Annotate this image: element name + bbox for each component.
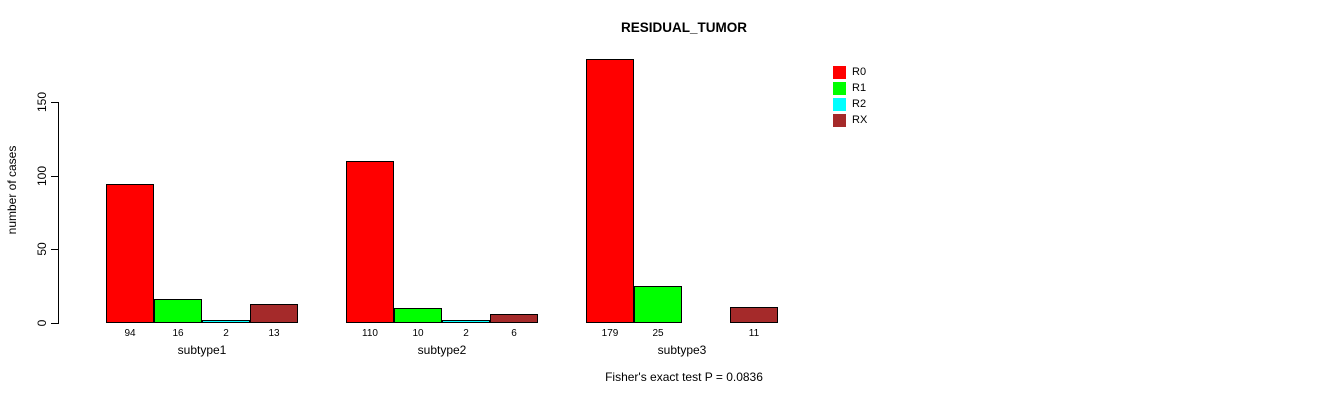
legend-swatch-r2 bbox=[833, 98, 846, 111]
category-label-subtype2: subtype2 bbox=[417, 343, 467, 357]
bar-value-label: 2 bbox=[463, 328, 469, 339]
bar-value-label: 94 bbox=[124, 328, 136, 339]
legend-item-rx: RX bbox=[833, 114, 867, 127]
bar-r0-subtype3 bbox=[586, 59, 634, 323]
bar-r1-subtype3 bbox=[634, 286, 682, 323]
statistical-test-annotation: Fisher's exact test P = 0.0836 bbox=[605, 370, 763, 384]
y-axis-tick-label: 50 bbox=[35, 242, 49, 256]
bar-r2-subtype1 bbox=[202, 320, 250, 323]
bar-value-label: 6 bbox=[511, 328, 517, 339]
y-axis-tick bbox=[51, 249, 58, 251]
bar-r0-subtype1 bbox=[106, 184, 154, 323]
bar-value-label: 11 bbox=[748, 328, 760, 339]
y-axis-tick bbox=[51, 323, 58, 324]
y-axis-tick-label: 0 bbox=[35, 319, 49, 327]
bar-value-label: 10 bbox=[412, 328, 424, 339]
y-axis-tick-label: 100 bbox=[35, 165, 49, 186]
bar-value-label: 2 bbox=[223, 328, 229, 339]
bar-rx-subtype3 bbox=[730, 307, 778, 323]
bar-r2-subtype2 bbox=[442, 320, 490, 323]
bar-rx-subtype1 bbox=[250, 304, 298, 323]
legend-swatch-rx bbox=[833, 114, 846, 127]
y-axis-tick bbox=[51, 101, 58, 103]
legend-item-r1: R1 bbox=[833, 82, 867, 95]
bar-value-label: 179 bbox=[601, 328, 619, 339]
legend: R0 R1 R2 RX bbox=[833, 66, 867, 130]
bar-r0-subtype2 bbox=[346, 161, 394, 323]
legend-item-r2: R2 bbox=[833, 98, 867, 111]
legend-item-r0: R0 bbox=[833, 66, 867, 79]
category-label-subtype1: subtype1 bbox=[177, 343, 227, 357]
bar-value-label: 13 bbox=[268, 328, 280, 339]
bar-value-label: 110 bbox=[362, 328, 378, 339]
bar-rx-subtype2 bbox=[490, 314, 538, 323]
y-axis-tick bbox=[51, 175, 58, 177]
y-axis-line bbox=[58, 101, 59, 324]
legend-swatch-r0 bbox=[833, 66, 846, 79]
legend-label: R2 bbox=[852, 98, 867, 110]
legend-label: R0 bbox=[852, 66, 867, 78]
legend-label: RX bbox=[852, 114, 868, 126]
category-label-subtype3: subtype3 bbox=[657, 343, 707, 357]
y-axis-tick-label: 150 bbox=[35, 91, 49, 112]
bar-value-label: 16 bbox=[172, 328, 184, 339]
bar-r1-subtype1 bbox=[154, 299, 202, 323]
legend-label: R1 bbox=[852, 82, 867, 94]
legend-swatch-r1 bbox=[833, 82, 846, 95]
chart-title: RESIDUAL_TUMOR bbox=[620, 20, 748, 35]
bar-value-label: 25 bbox=[652, 328, 664, 339]
bar-r1-subtype2 bbox=[394, 308, 442, 323]
